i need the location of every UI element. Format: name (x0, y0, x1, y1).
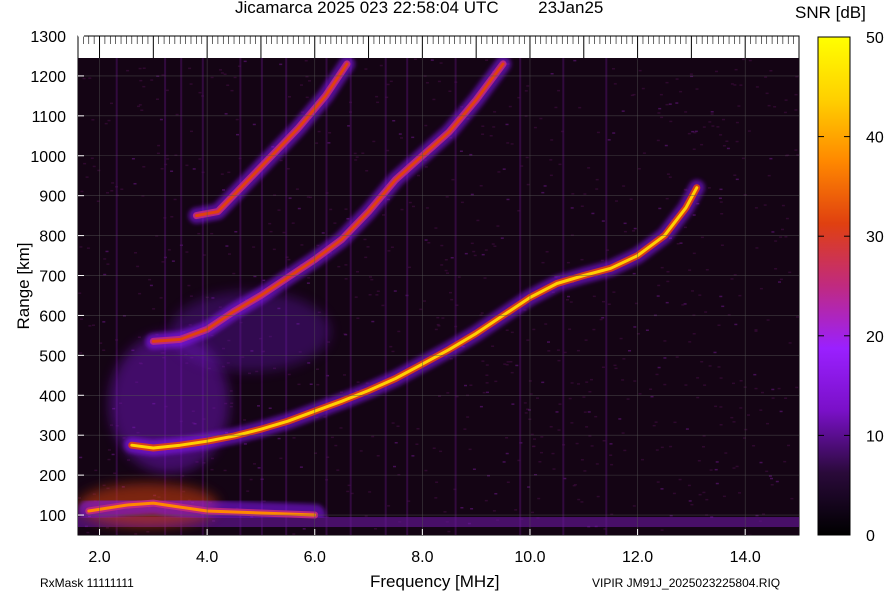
trace-core (87, 501, 317, 517)
interference-line (406, 58, 409, 535)
interference-line (562, 58, 565, 535)
grid-lines (78, 58, 799, 535)
colorbar-tick-label: 0 (866, 528, 875, 545)
y-tick-label: 1200 (30, 69, 66, 86)
title-text: Jicamarca 2025 023 22:58:04 UTC (235, 0, 499, 17)
x-tick-label: 14.0 (730, 549, 761, 566)
y-tick-label: 1100 (32, 109, 67, 126)
x-tick-label: 4.0 (196, 549, 218, 566)
interference-line (349, 58, 352, 535)
y-tick-label: 200 (39, 468, 66, 485)
interference-line (605, 58, 608, 535)
title-date: 23Jan25 (538, 0, 604, 17)
y-tick-label: 1300 (30, 29, 66, 46)
colorbar-axis: 0 10 20 30 40 50 (818, 30, 884, 545)
x-axis: 2.0 4.0 6.0 8.0 10.0 12.0 14.0 (83, 36, 800, 566)
interference-line (115, 58, 118, 535)
y-axis: 100 200 300 400 500 600 700 800 900 1000 1100 1200 1… (30, 29, 84, 525)
y-tick-label: 1000 (30, 149, 66, 166)
colorbar-tick-label: 30 (866, 229, 884, 246)
chart-title: Jicamarca 2025 023 22:58:04 UTC 23Jan25 (235, 0, 603, 18)
noise-floor-band (78, 517, 799, 528)
y-tick-label: 500 (39, 348, 66, 365)
rx-mask-label: RxMask 11111111 (40, 576, 134, 590)
echo-haze (170, 291, 331, 372)
interference-line (384, 58, 387, 535)
interference-line (454, 58, 457, 535)
y-tick-label: 800 (39, 229, 66, 246)
interference-line (201, 58, 204, 535)
y-tick-label: 400 (39, 388, 66, 405)
y-tick-label: 100 (39, 508, 66, 525)
y-axis-label: Range [km] (14, 242, 33, 330)
y-tick-label: 900 (39, 189, 66, 206)
x-tick-label: 6.0 (304, 549, 326, 566)
x-tick-label: 8.0 (411, 549, 433, 566)
colorbar-tick-label: 10 (866, 428, 884, 445)
x-tick-label: 12.0 (622, 549, 653, 566)
interference-line (164, 58, 167, 535)
x-axis-label: Frequency [MHz] (370, 572, 500, 591)
file-name-label: VIPIR JM91J_2025023225804.RIQ (592, 576, 781, 590)
colorbar-label: SNR [dB] (795, 3, 866, 22)
colorbar-tick-label: 50 (866, 30, 884, 47)
y-tick-label: 600 (39, 308, 66, 325)
interference-line (325, 58, 328, 535)
trace-core (151, 62, 505, 343)
y-tick-label: 700 (39, 269, 66, 286)
colorbar-tick-label: 20 (866, 329, 884, 346)
colorbar-tick-label: 40 (866, 130, 884, 147)
y-tick-label: 300 (39, 428, 66, 445)
x-tick-label: 10.0 (514, 549, 545, 566)
interference-line (180, 58, 183, 535)
colorbar (817, 36, 851, 536)
x-tick-label: 2.0 (88, 549, 110, 566)
